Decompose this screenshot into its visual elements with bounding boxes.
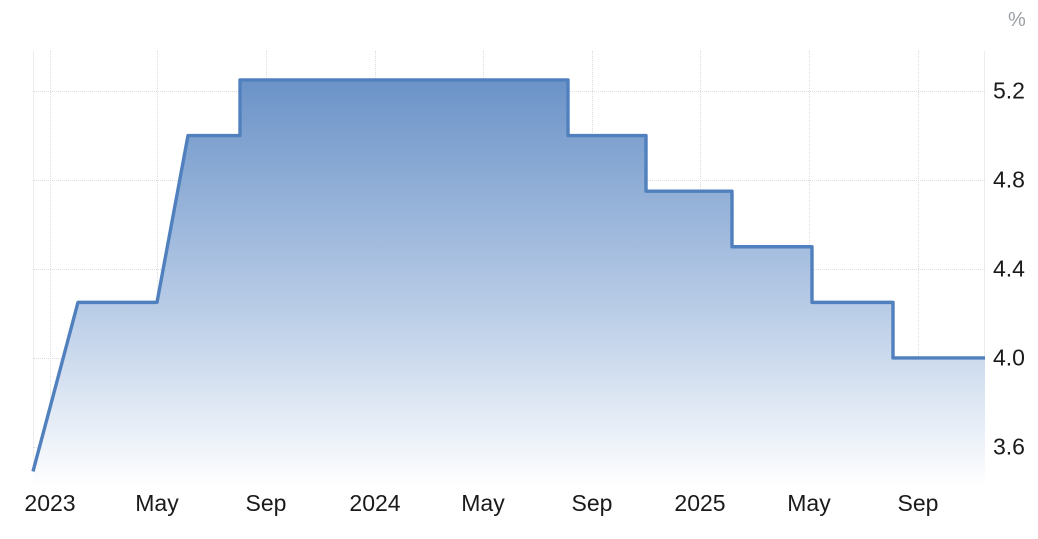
y-tick-label: 5.2 — [993, 77, 1025, 104]
x-tick-label: May — [461, 490, 505, 516]
x-tick-label: Sep — [571, 490, 613, 516]
y-tick-label: 4.8 — [993, 166, 1025, 193]
x-tick-label: 2024 — [349, 490, 401, 516]
series-area-chart — [31, 78, 985, 488]
x-tick-label: 2025 — [674, 490, 726, 516]
gridline-x-8 — [918, 51, 919, 487]
x-tick-label: Sep — [245, 490, 287, 516]
gridline-x-0 — [50, 51, 51, 487]
x-tick-label: May — [787, 490, 831, 516]
y-tick-label: 4.4 — [993, 255, 1025, 282]
unit-label: % — [1008, 9, 1026, 31]
x-tick-label: May — [135, 490, 179, 516]
series-fill — [33, 79, 985, 488]
x-tick-label: Sep — [897, 490, 939, 516]
y-tick-label: 3.6 — [993, 433, 1025, 460]
plot-area — [31, 51, 985, 488]
series-line — [31, 78, 985, 472]
y-tick-label: 4.0 — [993, 344, 1025, 371]
gridline-x-1 — [157, 51, 158, 487]
x-tick-label: 2023 — [24, 490, 76, 516]
